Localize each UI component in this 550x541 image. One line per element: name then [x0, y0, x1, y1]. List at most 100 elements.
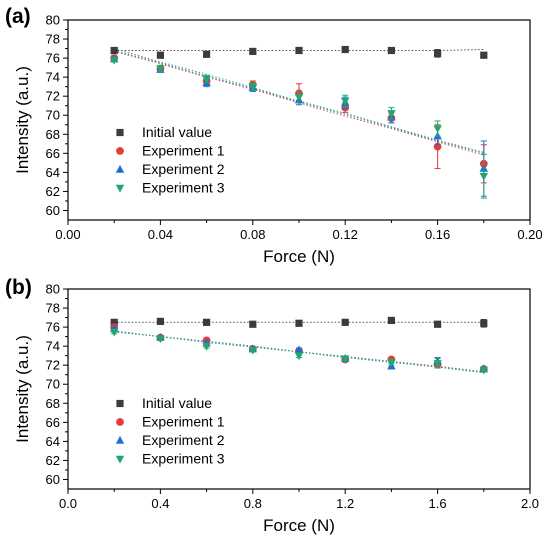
- panel-b-y-tick-label: 64: [46, 434, 60, 449]
- panel-b-data-point: [387, 359, 396, 367]
- panel-b-data-point: [110, 328, 119, 337]
- panel-a-data-point: [387, 46, 395, 55]
- panel-b-data-point: [341, 355, 350, 364]
- panel-a-y-tick-label: 80: [46, 13, 60, 28]
- panel-b-x-axis-title: Force (N): [263, 516, 335, 535]
- panel-b-x-tick-label: 0.4: [151, 496, 169, 511]
- panel-a-x-tick-label: 0.12: [333, 227, 358, 242]
- panel-b-x-tick-label: 0.8: [244, 496, 262, 511]
- panel-a: (a) 0.00 0.04 0.08 0.12 0.16 0.20 60 62 64 66 68 70 7…: [5, 5, 543, 266]
- panel-b-y-tick-label: 60: [46, 472, 60, 487]
- panel-a-fit-line-3: [114, 48, 484, 153]
- panel-b-y-axis-title: Intensity (a.u.): [13, 335, 32, 443]
- panel-b-legend-label-0: Initial value: [142, 395, 212, 411]
- panel-a-series-3: [110, 56, 488, 199]
- panel-b-data-point: [294, 345, 304, 354]
- panel-a-data-point: [480, 51, 488, 59]
- panel-a-y-tick-label: 66: [46, 146, 60, 161]
- panel-b-x-tick-label: 1.2: [336, 496, 354, 511]
- panel-a-data-point: [110, 46, 118, 55]
- panel-b-legend-marker-1: [116, 418, 124, 426]
- panel-a-data-point: [295, 46, 303, 55]
- panel-b-series-0: [110, 316, 488, 328]
- panel-a-y-tick-label: 72: [46, 89, 60, 104]
- panel-b-legend-marker-0: [116, 399, 124, 408]
- panel-a-data-point: [479, 172, 488, 181]
- panel-b-y-tick-label: 76: [46, 320, 60, 335]
- panel-a-x-tick-label: 0.20: [517, 227, 542, 242]
- panel-b-data-point: [294, 352, 304, 361]
- panel-a-legend-label-3: Experiment 3: [142, 180, 225, 196]
- panel-a-data-point: [341, 97, 350, 106]
- panel-a-y-tick-label: 70: [46, 108, 60, 123]
- panel-a-y-tick-label: 60: [46, 203, 60, 218]
- panel-b-y-tick-label: 68: [46, 396, 60, 411]
- panel-b-axes-frame: [67, 288, 531, 490]
- panel-a-x-tick-label: 0.04: [148, 227, 173, 242]
- panel-a-y-tick-label: 78: [46, 32, 60, 47]
- panel-b-label: (b): [5, 276, 32, 299]
- panel-b-data-point: [248, 346, 257, 355]
- panel-b-data-point: [295, 319, 303, 327]
- panel-a-legend-marker-0: [116, 128, 124, 137]
- panel-b-legend-label-1: Experiment 1: [142, 414, 225, 430]
- panel-b-legend-marker-3: [115, 455, 125, 464]
- panel-a-data-point: [156, 65, 165, 74]
- panel-b-y-tick-label: 70: [46, 377, 60, 392]
- panel-a-data-point: [434, 49, 442, 57]
- panel-a-data-point: [110, 56, 119, 65]
- panel-a-x-tick-label: 0.16: [425, 227, 450, 242]
- panel-a-legend-label-0: Initial value: [142, 124, 212, 140]
- panel-a-y-tick-label: 62: [46, 184, 60, 199]
- panel-b-series-3: [110, 328, 488, 375]
- panel-a-data-point: [248, 83, 257, 92]
- panel-a-data-point: [203, 50, 211, 58]
- panel-b-data-point: [156, 317, 164, 325]
- panel-a-legend: Initial value Experiment 1 Experiment 2 Exp…: [115, 124, 225, 196]
- panel-b-data-point: [387, 316, 395, 325]
- panel-b-data-point: [202, 342, 211, 351]
- panel-b-legend: Initial value Experiment 1 Experiment 2 Exp…: [115, 395, 225, 467]
- panel-a-legend-label-2: Experiment 2: [142, 161, 225, 177]
- panel-a-x-axis-title: Force (N): [263, 247, 335, 266]
- panel-a-legend-label-1: Experiment 1: [142, 143, 225, 159]
- panel-b-y-tick-label: 74: [46, 339, 60, 354]
- panel-a-data-point: [433, 125, 442, 134]
- panel-b-legend-label-2: Experiment 2: [142, 432, 225, 448]
- panel-a-fit-line-0: [114, 49, 484, 51]
- panel-b-data-point: [433, 360, 442, 368]
- panel-a-y-axis-title: Intensity (a.u.): [13, 66, 32, 174]
- panel-a-legend-marker-1: [116, 147, 124, 155]
- panel-b-y-tick-label: 78: [46, 301, 60, 316]
- panel-a-data-point: [294, 93, 304, 102]
- panel-a-data-point: [202, 75, 211, 84]
- panel-b-data-point: [203, 318, 211, 326]
- panel-b-data-point: [479, 366, 488, 375]
- panel-b-legend-marker-2: [115, 435, 125, 444]
- panel-b-data-point: [249, 320, 257, 328]
- panel-b-data-point: [341, 318, 349, 326]
- panel-b-data-point: [110, 318, 118, 326]
- panel-b-y-tick-label: 62: [46, 453, 60, 468]
- panel-a-data-point: [249, 47, 257, 56]
- panel-a-fit-line-2: [114, 50, 484, 154]
- panel-a-label: (a): [5, 5, 31, 28]
- panel-b: (b) 0.0 0.4 0.8 1.2 1.6 2.0 60 62 64 66 68 70 72 74 76 7…: [5, 276, 539, 535]
- panel-a-data-point: [341, 45, 349, 54]
- panel-a-legend-marker-3: [115, 184, 125, 193]
- panel-b-y-tick-label: 66: [46, 415, 60, 430]
- panel-a-data-point: [387, 110, 396, 118]
- panel-b-x-tick-label: 0.0: [59, 496, 77, 511]
- panel-a-legend-marker-2: [115, 164, 125, 173]
- panel-b-legend-label-3: Experiment 3: [142, 451, 225, 467]
- panel-b-data-point: [156, 335, 165, 344]
- panel-a-series-0: [110, 45, 488, 59]
- panel-b-data-point: [480, 319, 488, 327]
- panel-b-data-point: [434, 320, 442, 328]
- panel-b-y-tick-label: 72: [46, 358, 60, 373]
- panel-a-y-tick-label: 76: [46, 51, 60, 66]
- panel-b-x-tick-label: 1.6: [429, 496, 447, 511]
- panel-a-x-tick-label: 0.08: [240, 227, 265, 242]
- panel-a-fit-line-1: [114, 50, 484, 156]
